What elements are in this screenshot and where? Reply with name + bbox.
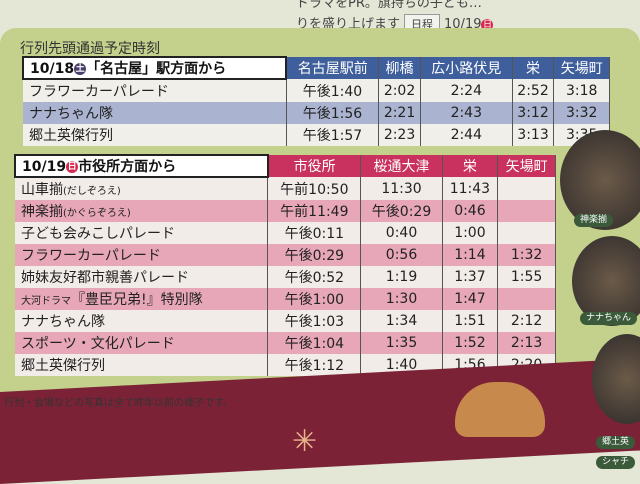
table-row: ナナちゃん隊 午後1:03 1:34 1:51 2:12: [15, 310, 556, 332]
time-cell: 1:30: [360, 288, 443, 310]
column-header: 矢場町: [553, 57, 610, 79]
table-row: 大河ドラマ『豊臣兄弟!』特別隊 午後1:00 1:30 1:47: [15, 288, 556, 310]
table-row: フラワーカーパレード 午後0:29 0:56 1:14 1:32: [15, 244, 556, 266]
time-cell: 午後0:29: [360, 200, 443, 222]
time-cell: [497, 288, 556, 310]
time-cell: 3:32: [553, 102, 610, 124]
time-cell: 1:14: [442, 244, 499, 266]
time-cell: 1:00: [442, 222, 499, 244]
parade-name: 山車揃(だしぞろえ): [15, 177, 269, 200]
time-cell: 0:40: [360, 222, 443, 244]
time-cell: 2:12: [497, 310, 556, 332]
parade-name: 神楽揃(かぐらぞろえ): [15, 200, 269, 222]
time-cell: 1:52: [442, 332, 499, 354]
parade-name: フラワーカーパレード: [15, 244, 269, 266]
column-header: 栄: [512, 57, 555, 79]
time-cell: 2:02: [378, 79, 421, 102]
parade-name: 郷土英傑行列: [23, 124, 287, 146]
time-cell: 2:24: [420, 79, 513, 102]
time-cell: 3:18: [553, 79, 610, 102]
column-header: 矢場町: [497, 155, 556, 177]
photo-kagura: [560, 130, 640, 230]
footnote: 行列・会場などの写真は全て昨年以前の様子です。: [4, 398, 233, 409]
photo-caption: シャチ: [596, 456, 636, 469]
photo-caption: 郷土英: [596, 436, 636, 449]
table-row: フラワーカーパレード 午後1:40 2:02 2:24 2:52 3:18: [23, 79, 610, 102]
timetable-oct19: 10/19日 市役所方面から 市役所 桜通大津 栄 矢場町 山車揃(だしぞろえ) 午…: [14, 154, 556, 376]
photo-kyodo: [592, 334, 640, 424]
table2-direction: 10/19日 市役所方面から: [14, 154, 269, 178]
table1-direction: 10/18土 「名古屋」駅方面から: [21, 56, 288, 80]
column-header: 栄: [442, 155, 499, 177]
time-cell: 午前11:49: [267, 200, 362, 222]
time-cell: 0:46: [442, 200, 499, 222]
time-cell: 午後1:00: [267, 288, 362, 310]
time-cell: 午後1:40: [286, 79, 380, 102]
photo-nanachan: [572, 236, 640, 326]
time-cell: 午後1:57: [286, 124, 380, 146]
time-cell: 2:52: [512, 79, 555, 102]
time-cell: 1:51: [442, 310, 499, 332]
time-cell: [497, 222, 556, 244]
time-cell: 3:13: [512, 124, 555, 146]
time-cell: 午後1:56: [286, 102, 380, 124]
time-cell: 2:43: [420, 102, 513, 124]
column-header: 市役所: [267, 155, 362, 177]
time-cell: 2:21: [378, 102, 421, 124]
time-cell: 午後1:03: [267, 310, 362, 332]
table-row: 神楽揃(かぐらぞろえ) 午前11:49 午後0:29 0:46: [15, 200, 556, 222]
time-cell: 11:30: [360, 177, 443, 200]
column-header: 名古屋駅前: [286, 57, 380, 79]
photo-caption: ナナちゃん: [580, 312, 638, 325]
time-cell: 午後0:11: [267, 222, 362, 244]
time-cell: 午後1:04: [267, 332, 362, 354]
sunday-badge: 日: [66, 161, 79, 173]
sparkle-icon: ✳: [292, 424, 318, 459]
table-row: ナナちゃん隊 午後1:56 2:21 2:43 3:12 3:32: [23, 102, 610, 124]
parade-name: ナナちゃん隊: [23, 102, 287, 124]
time-cell: [497, 177, 556, 200]
parade-name: 大河ドラマ『豊臣兄弟!』特別隊: [15, 288, 269, 310]
parade-name: 郷土英傑行列: [15, 354, 269, 376]
parade-name: ナナちゃん隊: [15, 310, 269, 332]
photo-caption: 神楽揃: [574, 214, 614, 227]
column-header: 桜通大津: [360, 155, 443, 177]
time-cell: 1:47: [442, 288, 499, 310]
time-cell: 午後0:52: [267, 266, 362, 288]
time-cell: 1:34: [360, 310, 443, 332]
column-header: 広小路伏見: [420, 57, 513, 79]
time-cell: 午後0:29: [267, 244, 362, 266]
time-cell: 1:55: [497, 266, 556, 288]
time-cell: 1:37: [442, 266, 499, 288]
column-header: 柳橋: [378, 57, 421, 79]
time-cell: 11:43: [442, 177, 499, 200]
time-cell: 3:12: [512, 102, 555, 124]
section-title: 行列先頭通過予定時刻: [20, 41, 160, 57]
parade-name: 子ども会みこしパレード: [15, 222, 269, 244]
time-cell: 1:19: [360, 266, 443, 288]
time-cell: 0:56: [360, 244, 443, 266]
time-cell: 午後1:12: [267, 354, 362, 376]
pine-ornament: [455, 382, 545, 437]
table-row: 山車揃(だしぞろえ) 午前10:50 11:30 11:43: [15, 177, 556, 200]
sunday-badge: 日: [481, 18, 494, 31]
table-row: 姉妹友好都市親善パレード 午後0:52 1:19 1:37 1:55: [15, 266, 556, 288]
saturday-badge: 土: [74, 63, 87, 75]
top-note-line1: ドラマをPR。旗持ちの子ども…: [296, 0, 482, 11]
table-row: 子ども会みこしパレード 午後0:11 0:40 1:00: [15, 222, 556, 244]
time-cell: 午前10:50: [267, 177, 362, 200]
parade-name: フラワーカーパレード: [23, 79, 287, 102]
time-cell: 2:13: [497, 332, 556, 354]
table-row: 郷土英傑行列 午後1:57 2:23 2:44 3:13 3:35: [23, 124, 610, 146]
time-cell: 2:23: [378, 124, 421, 146]
parade-name: 姉妹友好都市親善パレード: [15, 266, 269, 288]
table-row: スポーツ・文化パレード 午後1:04 1:35 1:52 2:13: [15, 332, 556, 354]
time-cell: 1:32: [497, 244, 556, 266]
time-cell: [497, 200, 556, 222]
timetable-oct18: 10/18土 「名古屋」駅方面から 名古屋駅前 柳橋 広小路伏見 栄 矢場町 フラ…: [21, 56, 610, 146]
parade-name: スポーツ・文化パレード: [15, 332, 269, 354]
time-cell: 2:44: [420, 124, 513, 146]
time-cell: 1:35: [360, 332, 443, 354]
